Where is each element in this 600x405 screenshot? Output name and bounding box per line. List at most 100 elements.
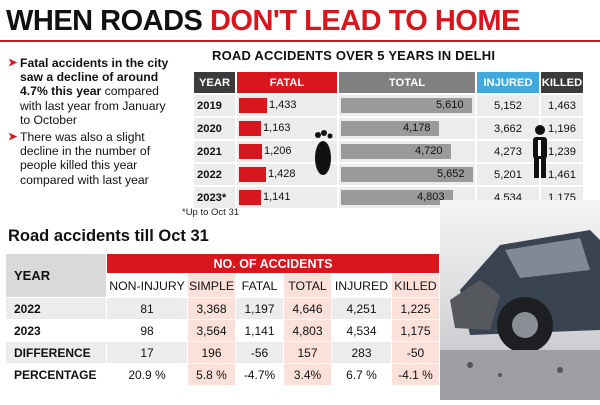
column-header-total: TOTAL — [284, 274, 332, 298]
bullet-item: ➤ There was also a slight decline in the… — [8, 130, 178, 187]
bottom-table-title: Road accidents till Oct 31 — [8, 227, 209, 245]
row-header-year: YEAR — [6, 254, 107, 298]
row-label: PERCENTAGE — [6, 364, 107, 386]
column-header-simple: SIMPLE — [188, 274, 236, 298]
row-label: 2023 — [6, 320, 107, 342]
total-bar — [341, 121, 439, 136]
table-cell: 1,141 — [236, 320, 284, 342]
injured-value: 5,152 — [477, 95, 539, 116]
total-value-label: 4,803 — [417, 191, 445, 203]
total-bar — [341, 167, 473, 182]
table-cell: 98 — [107, 320, 188, 342]
table-cell: 3,368 — [188, 298, 236, 320]
total-value-label: 4,720 — [415, 145, 443, 157]
killed-value: 1,463 — [541, 95, 583, 116]
fatal-bar — [239, 121, 261, 136]
total-cell: 4,178 — [339, 118, 475, 139]
person-icon — [533, 125, 547, 178]
table-cell: 81 — [107, 298, 188, 320]
bullet-text: compared with last year from January to … — [20, 84, 166, 127]
table-cell: 4,803 — [284, 320, 332, 342]
table-row: 2023 98 3,564 1,141 4,803 4,534 1,175 — [6, 320, 440, 342]
column-header-fatal: FATAL — [236, 274, 284, 298]
table-cell: -4.7% — [236, 364, 284, 386]
killed-value: 1,461 — [541, 164, 583, 185]
fatal-value-label: 1,141 — [263, 191, 291, 203]
page-title: WHEN ROADS DON'T LEAD TO HOME — [6, 4, 520, 38]
title-part-1: WHEN ROADS — [6, 5, 203, 37]
table-cell: 1,175 — [392, 320, 440, 342]
crashed-car-photo — [440, 200, 600, 400]
total-value-label: 5,610 — [436, 99, 464, 111]
column-header-total: TOTAL — [339, 72, 475, 93]
table-cell: 20.9 % — [107, 364, 188, 386]
bullet-bold-text: Fatal accidents in the city saw a declin… — [20, 56, 169, 99]
arrow-icon: ➤ — [8, 57, 18, 69]
footprint-icon — [315, 130, 333, 175]
title-underline — [0, 40, 600, 42]
total-bar — [341, 98, 472, 113]
fatal-value-label: 1,428 — [268, 168, 296, 180]
header-no-of-accidents: NO. OF ACCIDENTS — [107, 254, 440, 274]
table-row: DIFFERENCE 17 196 -56 157 283 -50 — [6, 342, 440, 364]
fatal-bar — [239, 190, 261, 205]
fatal-value-label: 1,163 — [263, 122, 291, 134]
table-row: 2019 1,433 5,610 5,152 1,463 — [194, 95, 583, 116]
total-cell: 5,610 — [339, 95, 475, 116]
table-row: 2022 81 3,368 1,197 4,646 4,251 1,225 — [6, 298, 440, 320]
year-label: 2021 — [194, 141, 235, 162]
table-cell: 157 — [284, 342, 332, 364]
fatal-value-label: 1,433 — [269, 99, 297, 111]
fatal-bar — [239, 98, 267, 113]
column-header-injured: INJURED — [332, 274, 392, 298]
table-cell: -56 — [236, 342, 284, 364]
chart-title: ROAD ACCIDENTS OVER 5 YEARS IN DELHI — [212, 48, 496, 63]
total-cell: 4,720 — [339, 141, 475, 162]
table-cell: 1,197 — [236, 298, 284, 320]
fatal-cell: 1,433 — [237, 95, 337, 116]
table-cell: 17 — [107, 342, 188, 364]
accidents-table: YEAR NO. OF ACCIDENTS NON-INJURY SIMPLE FA… — [6, 254, 440, 386]
killed-value: 1,239 — [541, 141, 583, 162]
column-header-year: YEAR — [194, 72, 235, 93]
bullet-list: ➤ Fatal accidents in the city saw a decl… — [8, 56, 178, 190]
arrow-icon: ➤ — [8, 131, 18, 144]
table-cell: 1,225 — [392, 298, 440, 320]
five-year-table: YEAR FATAL TOTAL INJURED KILLED 2019 1,43… — [192, 70, 585, 210]
total-value-label: 4,178 — [403, 122, 431, 134]
accidents-table-body: YEAR NO. OF ACCIDENTS NON-INJURY SIMPLE FA… — [6, 254, 440, 386]
fatal-cell: 1,428 — [237, 164, 337, 185]
injured-value: 3,662 — [477, 118, 539, 139]
fatal-bar — [239, 167, 266, 182]
row-label: 2022 — [6, 298, 107, 320]
total-value-label: 5,652 — [437, 168, 465, 180]
title-part-2: DON'T LEAD TO HOME — [209, 5, 520, 37]
year-label: 2019 — [194, 95, 235, 116]
table-cell: 4,646 — [284, 298, 332, 320]
table-cell: 3.4% — [284, 364, 332, 386]
chart-note: *Up to Oct 31 — [182, 207, 240, 218]
table-row: 2023* 1,141 4,803 4,534 1,175 — [194, 187, 583, 208]
injured-value: 4,273 — [477, 141, 539, 162]
column-header-fatal: FATAL — [237, 72, 337, 93]
fatal-value-label: 1,206 — [264, 145, 292, 157]
column-header-killed: KILLED — [541, 72, 583, 93]
table-cell: 4,534 — [332, 320, 392, 342]
table-row: 2021 1,206 4,720 4,273 1,239 — [194, 141, 583, 162]
table-row: 2020 1,163 4,178 3,662 1,196 — [194, 118, 583, 139]
fatal-bar — [239, 144, 262, 159]
fatal-cell: 1,163 — [237, 118, 337, 139]
column-header-non-injury: NON-INJURY — [107, 274, 188, 298]
bullet-item: ➤ Fatal accidents in the city saw a decl… — [8, 56, 178, 127]
fatal-cell: 1,206 — [237, 141, 337, 162]
fatal-cell: 1,141 — [237, 187, 337, 208]
table-cell: 283 — [332, 342, 392, 364]
table-row: 2022 1,428 5,652 5,201 1,461 — [194, 164, 583, 185]
five-year-table-body: 2019 1,433 5,610 5,152 1,463 2020 1,163 4,178 3,… — [194, 95, 583, 208]
table-cell: 196 — [188, 342, 236, 364]
year-label: 2023* — [194, 187, 235, 208]
table-cell: -4.1 % — [392, 364, 440, 386]
table-cell: -50 — [392, 342, 440, 364]
bullet-text: There was also a slight decline in the n… — [20, 130, 151, 187]
injured-value: 5,201 — [477, 164, 539, 185]
